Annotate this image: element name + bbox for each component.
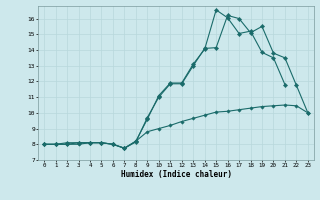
X-axis label: Humidex (Indice chaleur): Humidex (Indice chaleur) xyxy=(121,170,231,179)
